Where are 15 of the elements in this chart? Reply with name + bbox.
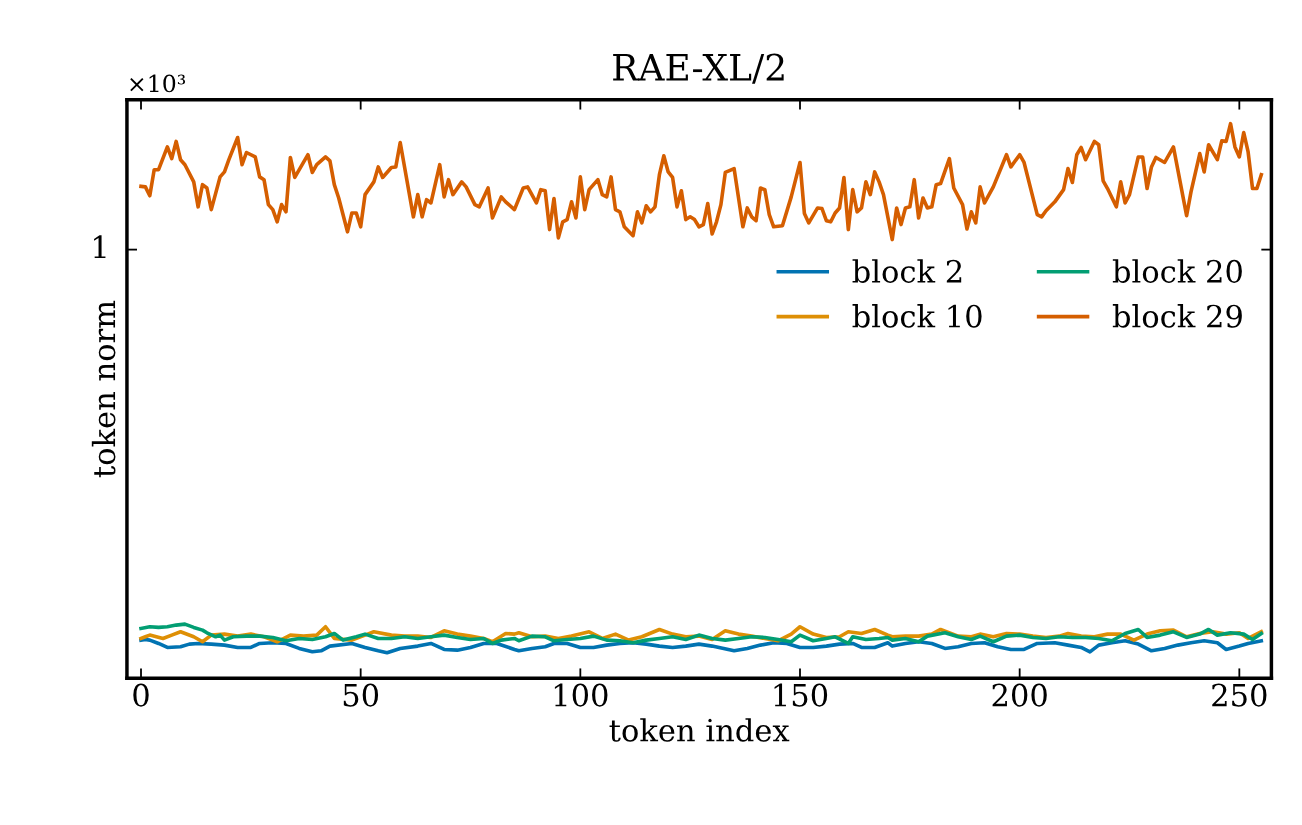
x-tick-label: 0 — [133, 683, 149, 707]
x-axis-title: token index — [609, 718, 790, 742]
chart-title: RAE-XL/2 — [613, 53, 784, 84]
text: 1 — [94, 235, 106, 259]
legend-label: block 10 — [852, 304, 982, 328]
y-axis-title: token norm — [91, 300, 116, 478]
text: ×10³ — [130, 74, 186, 93]
x-tick-label: 100 — [554, 683, 608, 707]
legend-label: block 20 — [1112, 259, 1242, 283]
x-tick-label: 200 — [992, 683, 1047, 707]
x-tick-label: 150 — [774, 683, 828, 707]
x-tick-label: 50 — [343, 683, 379, 707]
x-tick-label: 250 — [1212, 683, 1267, 707]
legend-label: block 29 — [1112, 304, 1242, 328]
legend-label: block 2 — [852, 259, 962, 283]
